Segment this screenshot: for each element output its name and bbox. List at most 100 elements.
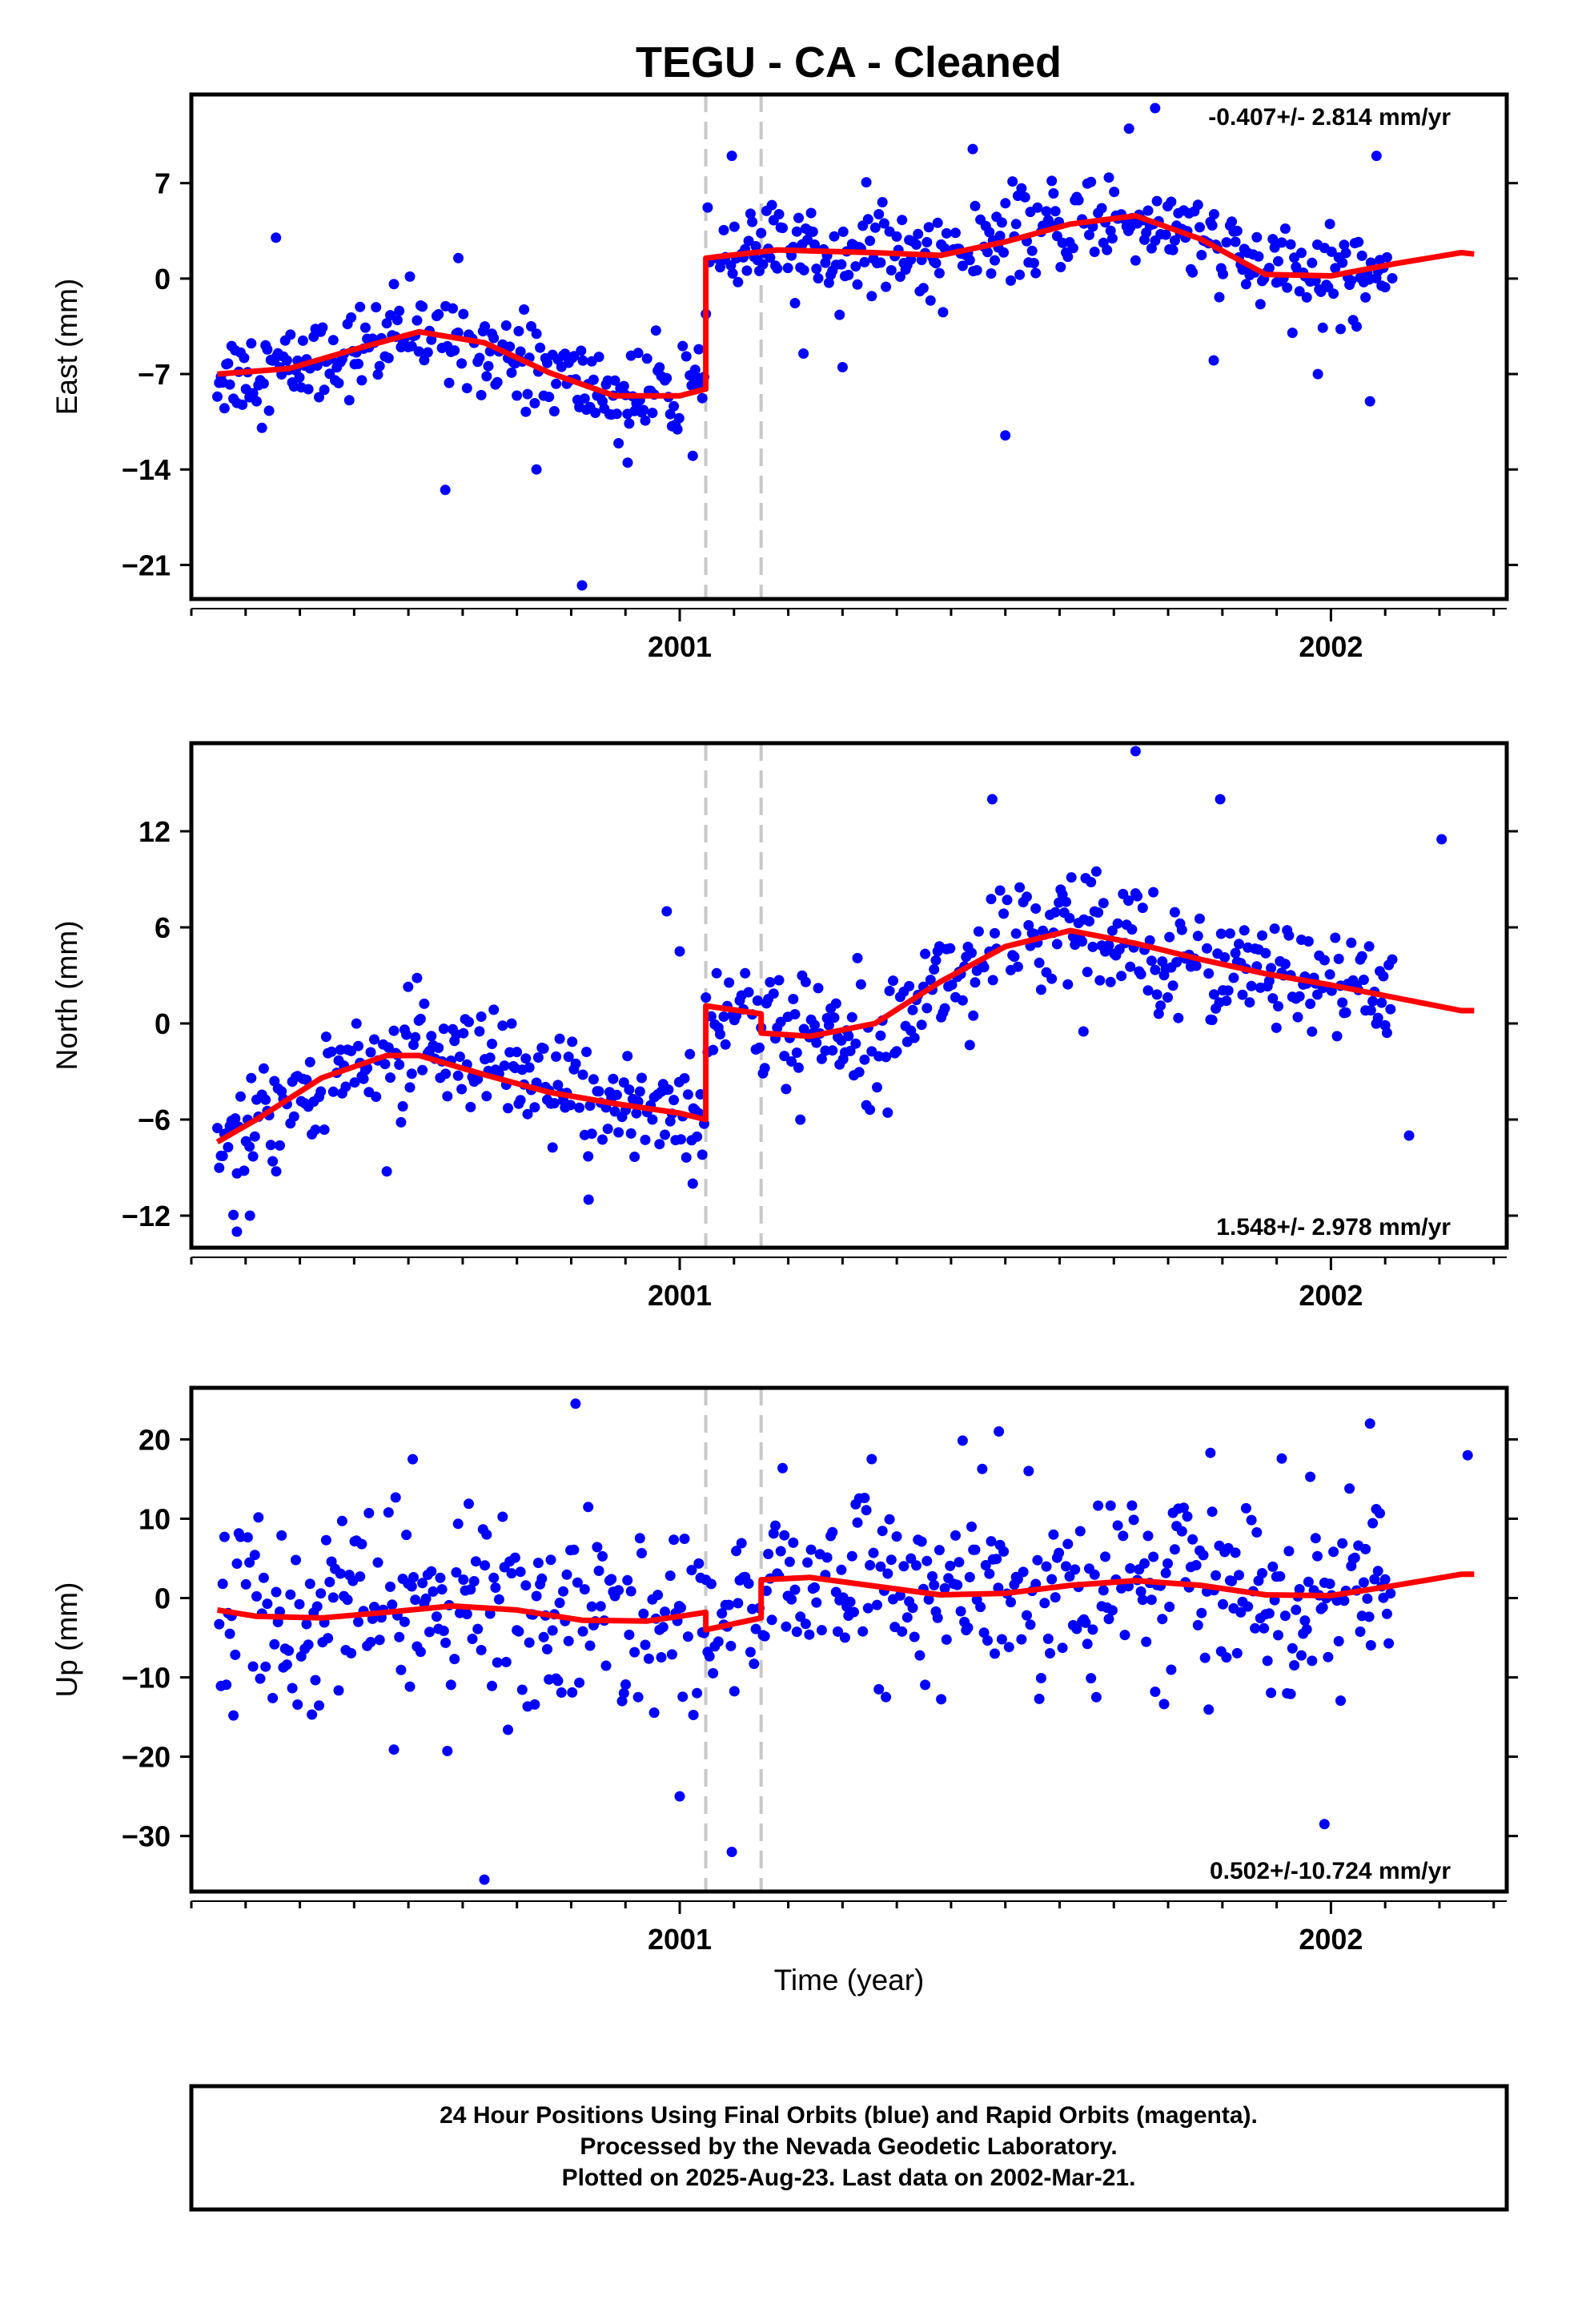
data-point	[1003, 1642, 1014, 1653]
data-point	[529, 1699, 540, 1710]
data-point	[1144, 935, 1155, 946]
data-point	[1287, 328, 1298, 339]
data-point	[827, 1045, 838, 1056]
data-point	[897, 215, 908, 226]
xtick-label: 2002	[1299, 1923, 1363, 1956]
data-point	[741, 265, 753, 276]
data-point	[978, 1627, 990, 1638]
data-point	[374, 1634, 385, 1646]
data-point	[353, 358, 363, 369]
data-point	[984, 227, 995, 238]
data-point	[1227, 1575, 1238, 1586]
data-point	[1218, 268, 1228, 279]
data-point	[586, 1128, 597, 1140]
data-point	[654, 362, 665, 373]
data-point	[941, 227, 952, 239]
data-point	[1061, 896, 1071, 907]
data-point	[531, 1590, 542, 1602]
plot-frame	[189, 741, 1509, 1250]
data-point	[1367, 1518, 1379, 1529]
data-point	[383, 1507, 394, 1518]
data-point	[932, 1612, 943, 1623]
data-point	[335, 1568, 346, 1579]
data-point	[1328, 288, 1339, 300]
data-point	[428, 1586, 439, 1597]
data-point	[1234, 939, 1244, 950]
data-point	[342, 1594, 353, 1606]
data-point	[327, 1086, 339, 1097]
data-point	[301, 1618, 312, 1630]
data-point	[520, 1053, 532, 1064]
data-point	[1109, 187, 1120, 198]
data-point	[228, 1209, 239, 1220]
data-point	[456, 1084, 468, 1095]
data-point	[704, 1651, 715, 1662]
data-point	[224, 379, 235, 390]
data-point	[834, 309, 845, 320]
data-point	[1073, 195, 1084, 206]
data-point	[640, 415, 651, 426]
data-point	[966, 947, 977, 959]
data-point	[640, 1639, 651, 1651]
data-point	[1050, 206, 1061, 217]
data-point	[1362, 1593, 1373, 1604]
data-point	[516, 1684, 528, 1695]
xtick-label: 2001	[648, 1923, 712, 1956]
data-point-outlier	[622, 457, 633, 468]
data-point	[816, 1625, 827, 1636]
data-point	[811, 1597, 822, 1608]
data-point	[371, 1092, 382, 1102]
data-point	[789, 298, 801, 308]
data-point	[565, 1100, 576, 1111]
data-point	[613, 1127, 624, 1138]
data-point	[1367, 995, 1379, 1007]
data-point	[1046, 1574, 1058, 1585]
data-point	[913, 228, 924, 239]
data-point	[1381, 251, 1392, 263]
data-point	[657, 1622, 669, 1633]
data-point	[413, 346, 424, 357]
data-point	[343, 395, 355, 406]
data-point	[1215, 928, 1227, 939]
data-point	[1054, 1547, 1065, 1558]
data-point	[850, 1038, 861, 1049]
data-point	[990, 927, 1000, 939]
data-point	[1223, 985, 1234, 996]
data-point	[884, 985, 895, 996]
data-point	[669, 1534, 680, 1546]
ytick-label: 0	[155, 1007, 171, 1040]
data-point	[577, 1626, 588, 1637]
data-point	[611, 408, 622, 420]
data-point	[1228, 972, 1239, 983]
data-point	[866, 1454, 877, 1465]
data-point	[320, 1534, 331, 1546]
data-point	[390, 1492, 401, 1503]
y-axis-label: Up (mm)	[50, 1582, 83, 1698]
data-point	[1030, 267, 1042, 279]
data-point	[444, 377, 455, 388]
data-point	[417, 301, 428, 312]
data-point	[1243, 1601, 1254, 1612]
data-point	[697, 1149, 708, 1160]
data-point	[631, 1108, 642, 1119]
data-point	[927, 1570, 938, 1582]
data-point	[1057, 1642, 1068, 1654]
data-point	[394, 1631, 405, 1642]
data-point	[568, 1544, 580, 1555]
data-point	[865, 1560, 876, 1570]
data-point	[1086, 877, 1097, 887]
data-point	[1070, 1564, 1081, 1575]
data-point	[1002, 895, 1013, 906]
ytick-label: 20	[139, 1423, 171, 1456]
data-point	[939, 1003, 950, 1014]
data-point	[697, 392, 708, 404]
data-point	[1279, 223, 1291, 234]
data-point-outlier	[967, 143, 978, 155]
data-point	[563, 1051, 574, 1063]
data-point	[1231, 1647, 1243, 1659]
data-point	[303, 384, 314, 395]
data-point	[861, 1505, 872, 1516]
ytick-label: −30	[122, 1820, 171, 1853]
data-point	[412, 315, 423, 326]
data-point	[262, 1598, 273, 1610]
